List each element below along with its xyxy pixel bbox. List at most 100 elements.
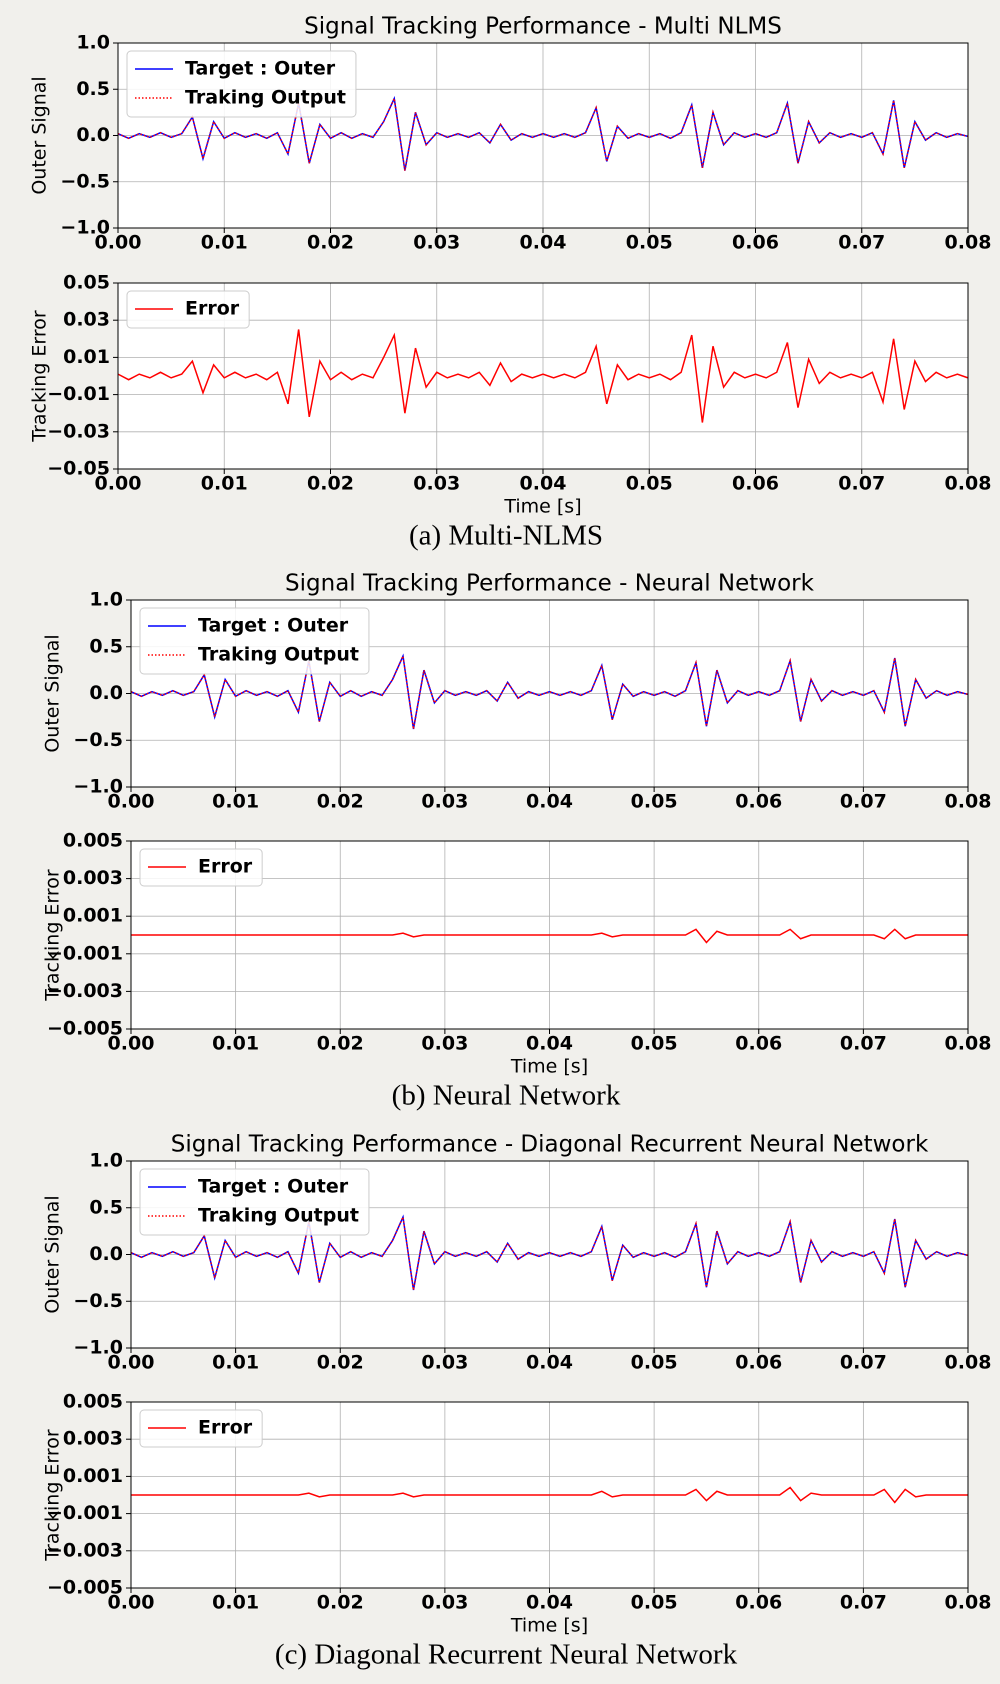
x-tick-label: 0.00: [108, 1592, 155, 1614]
legend: Error: [139, 848, 263, 887]
y-axis-label: Tracking Error: [42, 1429, 64, 1562]
x-tick-label: 0.03: [421, 1592, 468, 1614]
plot-frame: [130, 840, 969, 1030]
x-tick-label: 0.03: [421, 791, 468, 813]
series-line: [117, 95, 969, 171]
x-tick-label: 0.08: [945, 473, 992, 495]
x-tick-label: 0.08: [945, 791, 992, 813]
x-tick-label: 0.05: [631, 1592, 678, 1614]
x-tick-label: 0.06: [735, 791, 782, 813]
y-axis-label: Outer Signal: [42, 1195, 64, 1313]
y-tick-label: −0.5: [73, 729, 123, 751]
y-tick-label: 0.5: [76, 78, 110, 100]
legend: Target : Outer Traking Output: [126, 50, 357, 118]
x-tick-label: 0.07: [840, 791, 887, 813]
y-tick-label: 0.001: [63, 905, 123, 927]
plot-frame: [117, 42, 969, 229]
x-tick-label: 0.04: [526, 1352, 573, 1374]
x-tick-label: 0.00: [108, 1352, 155, 1374]
x-tick-label: 0.00: [108, 791, 155, 813]
x-tick-label: 0.02: [307, 232, 354, 254]
x-tick-label: 0.01: [212, 1033, 259, 1055]
chart-title: Signal Tracking Performance - Neural Net…: [285, 571, 815, 597]
y-tick-label: −0.001: [47, 942, 123, 964]
y-tick-label: 0.0: [76, 124, 110, 146]
x-tick-label: 0.01: [212, 791, 259, 813]
x-tick-label: 0.07: [840, 1592, 887, 1614]
y-tick-label: 0.003: [63, 867, 123, 889]
x-tick-label: 0.04: [526, 1592, 573, 1614]
x-tick-label: 0.01: [212, 1592, 259, 1614]
plot-frame: [130, 1401, 969, 1589]
x-tick-label: 0.03: [413, 232, 460, 254]
x-tick-label: 0.08: [945, 1352, 992, 1374]
x-tick-label: 0.07: [840, 1352, 887, 1374]
x-tick-label: 0.03: [413, 473, 460, 495]
y-tick-label: 0.003: [63, 1428, 123, 1450]
y-tick-label: 1.0: [89, 589, 123, 611]
x-tick-label: 0.02: [317, 791, 364, 813]
x-tick-label: 0.04: [526, 791, 573, 813]
y-tick-label: −0.003: [47, 1539, 123, 1561]
y-tick-label: −0.03: [47, 420, 110, 442]
y-tick-label: 0.05: [63, 272, 110, 294]
y-tick-label: 0.5: [89, 635, 123, 657]
x-tick-label: 0.03: [421, 1033, 468, 1055]
x-tick-label: 0.06: [735, 1033, 782, 1055]
x-tick-label: 0.08: [945, 1592, 992, 1614]
legend-label: Traking Output: [185, 87, 346, 109]
legend-box: [139, 607, 370, 675]
y-tick-label: 0.001: [63, 1465, 123, 1487]
caption: (b) Neural Network: [392, 1080, 621, 1112]
y-tick-label: 1.0: [89, 1150, 123, 1172]
y-tick-label: −0.5: [73, 1290, 123, 1312]
x-tick-label: 0.01: [201, 232, 248, 254]
x-tick-label: 0.07: [840, 1033, 887, 1055]
legend-box: [139, 1409, 263, 1448]
x-tick-label: 0.08: [945, 232, 992, 254]
x-tick-label: 0.04: [520, 232, 567, 254]
y-axis-label: Tracking Error: [42, 869, 64, 1002]
y-tick-label: −0.005: [47, 1577, 123, 1599]
legend-box: [139, 1168, 370, 1236]
y-tick-label: −1.0: [73, 1337, 123, 1359]
y-tick-label: −0.005: [47, 1018, 123, 1040]
legend-label: Target : Outer: [198, 1176, 349, 1198]
x-axis-label: Time [s]: [510, 1056, 588, 1078]
caption: (a) Multi-NLMS: [409, 520, 603, 552]
x-tick-label: 0.02: [317, 1352, 364, 1374]
x-tick-label: 0.07: [838, 473, 885, 495]
x-tick-label: 0.05: [626, 232, 673, 254]
x-tick-label: 0.05: [631, 1033, 678, 1055]
x-tick-label: 0.02: [317, 1033, 364, 1055]
y-tick-label: −1.0: [60, 217, 110, 239]
legend-label: Traking Output: [198, 1205, 359, 1227]
x-tick-label: 0.06: [735, 1592, 782, 1614]
y-tick-label: 0.005: [63, 1391, 123, 1413]
series-line: [131, 1486, 968, 1504]
legend-label: Error: [198, 1417, 253, 1439]
caption: (c) Diagonal Recurrent Neural Network: [275, 1639, 738, 1671]
series-line: [117, 329, 969, 423]
series-line: [130, 1214, 969, 1291]
x-tick-label: 0.03: [421, 1352, 468, 1374]
x-tick-label: 0.06: [732, 473, 779, 495]
legend: Error: [126, 290, 250, 329]
x-tick-label: 0.05: [631, 791, 678, 813]
y-tick-label: 0.0: [89, 682, 123, 704]
y-tick-label: 0.01: [63, 346, 110, 368]
y-tick-label: 0.5: [89, 1196, 123, 1218]
plot-frame: [130, 1160, 969, 1349]
x-tick-label: 0.04: [526, 1033, 573, 1055]
legend-label: Error: [185, 298, 240, 320]
x-tick-label: 0.01: [201, 473, 248, 495]
legend: Error: [139, 1409, 263, 1448]
x-tick-label: 0.01: [212, 1352, 259, 1374]
x-tick-label: 0.00: [95, 473, 142, 495]
x-tick-label: 0.00: [108, 1033, 155, 1055]
plot-frame: [117, 282, 969, 470]
x-tick-label: 0.06: [732, 232, 779, 254]
legend-label: Target : Outer: [198, 615, 349, 637]
y-tick-label: −0.05: [47, 458, 110, 480]
